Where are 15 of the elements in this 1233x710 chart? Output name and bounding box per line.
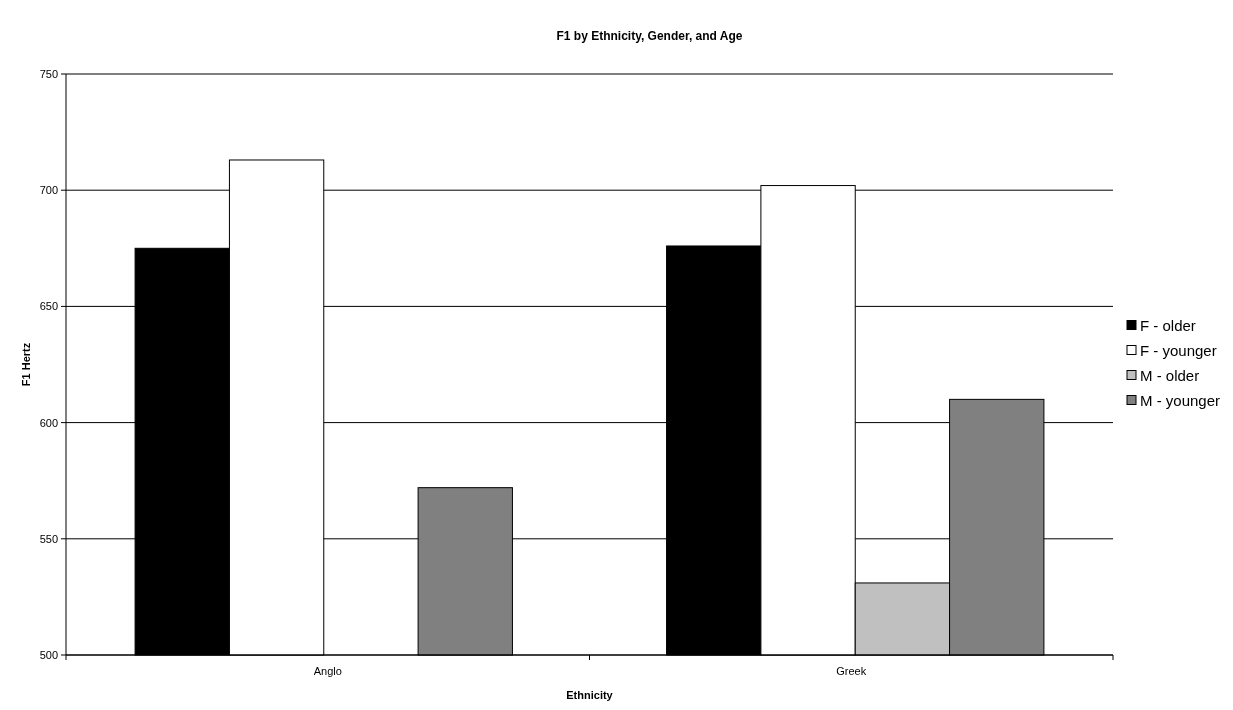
y-tick-label: 500 xyxy=(39,649,58,661)
y-tick-label: 700 xyxy=(39,184,58,197)
y-tick-label: 650 xyxy=(39,300,58,313)
legend-label: F - older xyxy=(1140,316,1196,334)
x-tick-label: Greek xyxy=(836,665,867,677)
legend-label: F - younger xyxy=(1140,341,1217,359)
y-tick-label: 550 xyxy=(39,532,58,545)
y-tick-label: 750 xyxy=(39,68,58,80)
legend-label: M - younger xyxy=(1140,391,1221,409)
y-axis-title: F1 Hertz xyxy=(20,342,32,387)
y-tick-label: 600 xyxy=(39,416,58,429)
legend-label: M - older xyxy=(1140,366,1200,384)
x-tick-label: Anglo xyxy=(313,665,342,677)
x-axis-title: Ethnicity xyxy=(566,689,614,701)
chart-title: F1 by Ethnicity, Gender, and Age xyxy=(556,29,743,43)
